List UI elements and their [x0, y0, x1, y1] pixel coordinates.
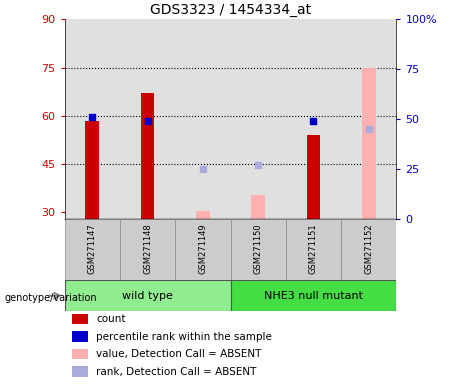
Bar	[341, 19, 396, 219]
Bar	[72, 349, 88, 359]
Bar	[230, 19, 286, 219]
Text: rank, Detection Call = ABSENT: rank, Detection Call = ABSENT	[96, 367, 256, 377]
Text: GSM271149: GSM271149	[198, 223, 207, 274]
Text: value, Detection Call = ABSENT: value, Detection Call = ABSENT	[96, 349, 261, 359]
Point	[254, 162, 262, 168]
Text: GSM271151: GSM271151	[309, 223, 318, 274]
Bar	[341, 219, 396, 280]
Bar	[65, 19, 120, 219]
Bar	[65, 219, 120, 280]
Bar	[85, 121, 99, 219]
Bar	[196, 211, 210, 219]
Bar	[286, 219, 341, 280]
Point	[310, 118, 317, 124]
Text: percentile rank within the sample: percentile rank within the sample	[96, 331, 272, 342]
Point	[144, 118, 151, 124]
Text: GSM271148: GSM271148	[143, 223, 152, 274]
Bar	[65, 280, 230, 311]
Bar	[230, 280, 396, 311]
Point	[89, 114, 96, 120]
Text: GSM271150: GSM271150	[254, 223, 263, 274]
Bar	[120, 19, 175, 219]
Text: NHE3 null mutant: NHE3 null mutant	[264, 291, 363, 301]
Point	[365, 126, 372, 132]
Bar	[175, 19, 230, 219]
Bar	[175, 219, 230, 280]
Bar	[230, 219, 286, 280]
Text: GSM271147: GSM271147	[88, 223, 97, 274]
Bar	[362, 68, 376, 219]
Text: GSM271152: GSM271152	[364, 223, 373, 274]
Bar	[251, 195, 265, 219]
Bar	[307, 135, 320, 219]
Bar	[72, 331, 88, 342]
Bar	[120, 219, 175, 280]
Text: count: count	[96, 314, 125, 324]
Bar	[72, 314, 88, 324]
Text: genotype/variation: genotype/variation	[5, 293, 97, 303]
Point	[199, 166, 207, 172]
Bar	[141, 93, 154, 219]
Text: wild type: wild type	[122, 291, 173, 301]
Bar	[286, 19, 341, 219]
Bar	[72, 366, 88, 377]
Title: GDS3323 / 1454334_at: GDS3323 / 1454334_at	[150, 3, 311, 17]
